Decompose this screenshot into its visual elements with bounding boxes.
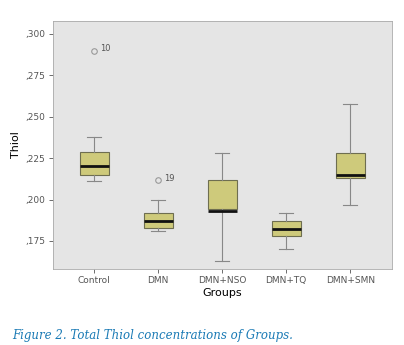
- PathPatch shape: [144, 213, 173, 228]
- Text: 19: 19: [164, 174, 175, 183]
- Text: 10: 10: [100, 45, 110, 53]
- PathPatch shape: [208, 180, 237, 209]
- PathPatch shape: [272, 221, 301, 236]
- Text: Figure 2. Total Thiol concentrations of Groups.: Figure 2. Total Thiol concentrations of …: [12, 328, 293, 342]
- PathPatch shape: [336, 153, 365, 178]
- X-axis label: Groups: Groups: [202, 288, 242, 298]
- Y-axis label: Thiol: Thiol: [11, 131, 21, 158]
- PathPatch shape: [80, 151, 109, 175]
